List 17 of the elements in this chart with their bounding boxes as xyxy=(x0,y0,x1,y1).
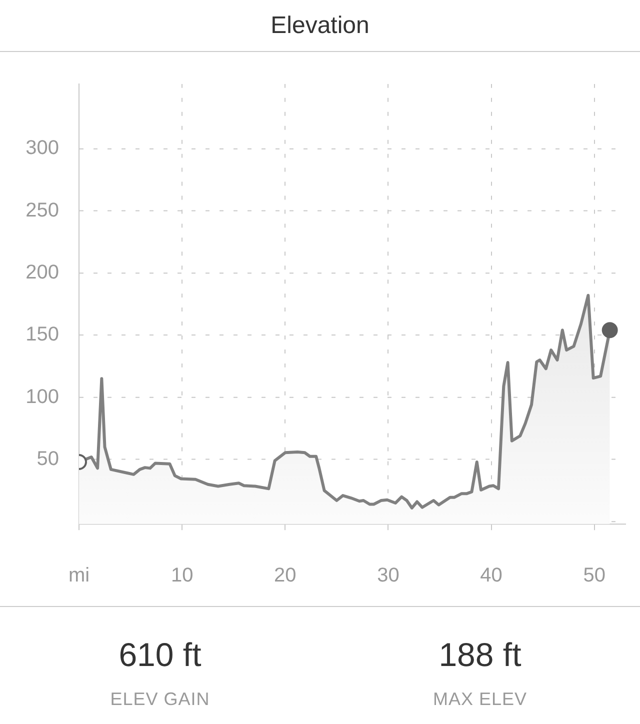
x-tick-label: 40 xyxy=(480,564,502,587)
x-tick-label: 10 xyxy=(170,564,194,587)
text: 610 ft xyxy=(118,635,202,675)
chart-title: Elevation xyxy=(0,0,640,52)
x-tick-label: 20 xyxy=(274,564,296,587)
y-tick-label: 100 xyxy=(26,386,59,408)
y-tick-label: 150 xyxy=(26,324,59,346)
x-tick-label: mi xyxy=(68,564,90,587)
text: ELEV GAIN xyxy=(109,689,211,710)
text: MAX ELEV xyxy=(432,689,528,710)
y-tick-label: 50 xyxy=(36,448,59,470)
y-tick-label: 300 xyxy=(26,137,59,160)
text: 188 ft xyxy=(438,635,522,675)
y-tick-label: 250 xyxy=(26,199,59,222)
x-tick-label: 50 xyxy=(583,564,606,587)
x-tick-label: 30 xyxy=(377,564,400,587)
y-tick-label: 200 xyxy=(26,261,59,284)
